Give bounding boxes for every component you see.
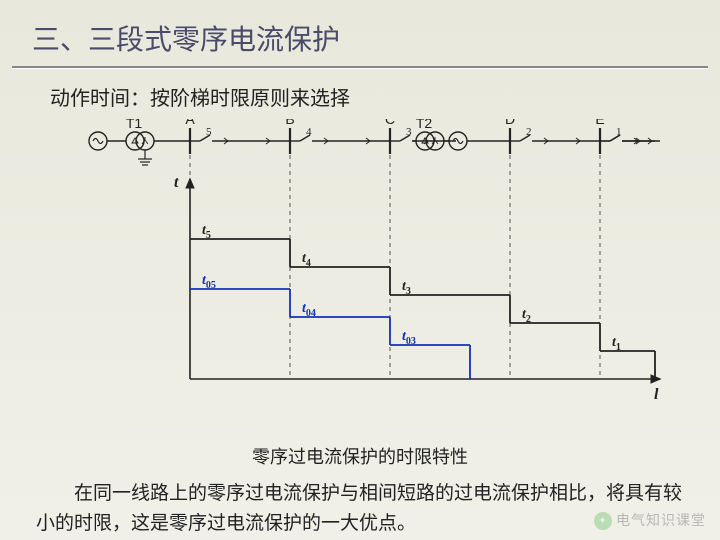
svg-text:C: C	[385, 119, 395, 127]
svg-text:T1: T1	[126, 119, 143, 131]
svg-text:t: t	[174, 174, 179, 191]
watermark: ✦电气知识课堂	[594, 510, 706, 530]
diagram-area: T1T2A5B4C3D2E1tlt5t4t3t2t1t05t04t03	[40, 119, 680, 439]
wechat-icon: ✦	[594, 512, 612, 530]
page-title: 三、三段式零序电流保护	[0, 0, 720, 66]
svg-text:l: l	[654, 386, 659, 403]
svg-text:B: B	[285, 119, 294, 127]
watermark-label: 电气知识课堂	[616, 512, 706, 528]
svg-text:T2: T2	[416, 119, 433, 131]
chart-caption: 零序过电流保护的时限特性	[0, 443, 720, 469]
svg-text:E: E	[595, 119, 604, 127]
diagram-svg: T1T2A5B4C3D2E1tlt5t4t3t2t1t05t04t03	[40, 119, 680, 439]
svg-text:A: A	[185, 119, 195, 127]
svg-text:D: D	[505, 119, 515, 127]
subtitle-text: 动作时间：按阶梯时限原则来选择	[0, 68, 720, 119]
